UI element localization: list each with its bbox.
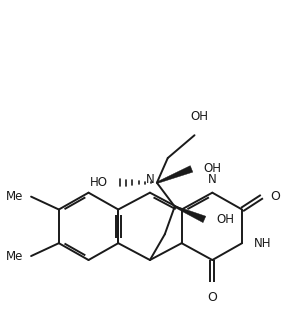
Text: OH: OH: [203, 162, 221, 175]
Text: N: N: [208, 173, 217, 186]
Text: Me: Me: [6, 190, 23, 203]
Text: HO: HO: [90, 176, 108, 189]
Text: OH: OH: [216, 213, 234, 226]
Text: N: N: [146, 173, 154, 186]
Text: NH: NH: [254, 237, 271, 250]
Polygon shape: [157, 166, 193, 184]
Text: Me: Me: [6, 249, 23, 262]
Text: O: O: [208, 291, 217, 304]
Polygon shape: [174, 206, 206, 223]
Text: O: O: [270, 190, 280, 203]
Text: OH: OH: [190, 110, 208, 123]
